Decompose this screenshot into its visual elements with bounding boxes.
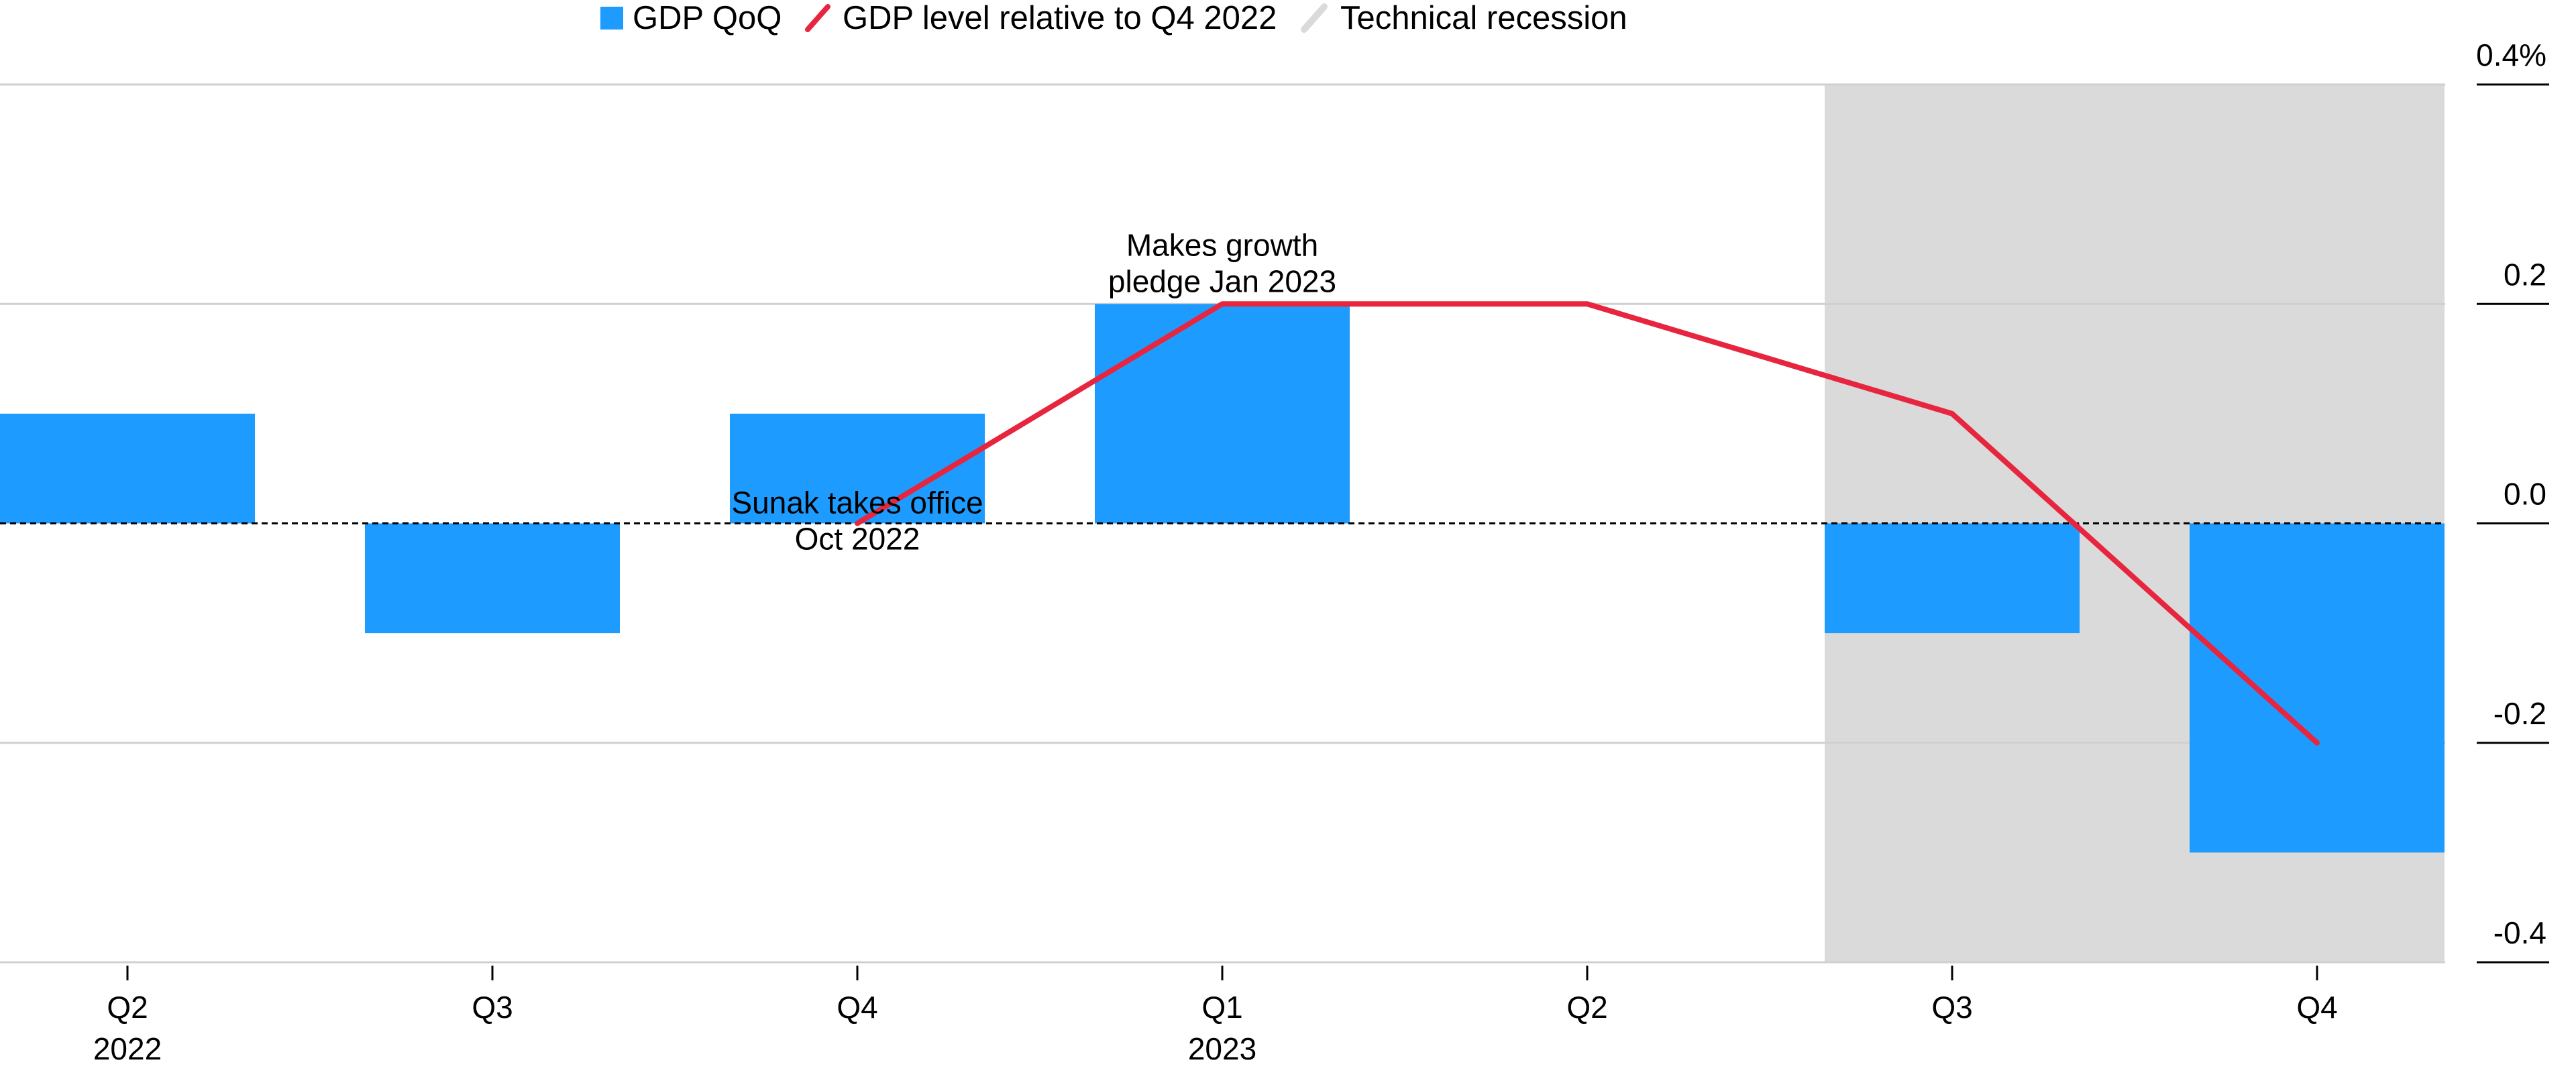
y-tick-label: 0.2 [2504, 257, 2546, 292]
x-tick-label: Q4 [2296, 990, 2337, 1025]
y-tick-label: -0.4 [2493, 915, 2546, 950]
gdp-qoq-bar [1825, 523, 2080, 634]
legend-swatch-square [600, 7, 623, 30]
gdp-qoq-bar [1095, 304, 1350, 524]
x-tick-label: Q2 [1566, 990, 1607, 1025]
x-tick-label: Q4 [837, 990, 877, 1025]
x-year-label: 2022 [93, 1031, 162, 1066]
gdp-qoq-bar [0, 413, 255, 524]
x-year-label: 2023 [1188, 1031, 1256, 1066]
x-tick-label: Q3 [1931, 990, 1972, 1025]
legend-swatch-band [1301, 3, 1328, 33]
y-tick-label: 0.4% [2476, 38, 2546, 72]
x-tick-label: Q2 [107, 990, 148, 1025]
y-axis: 0.4% 0.2 0.0 -0.2 -0.4 [2476, 38, 2549, 964]
legend-label: Technical recession [1340, 0, 1627, 36]
y-tick-label: -0.2 [2493, 696, 2546, 731]
legend-label: GDP QoQ [633, 0, 782, 36]
gdp-qoq-bar [2190, 523, 2445, 853]
annotation-text: Oct 2022 [795, 522, 920, 557]
gdp-level-line [855, 301, 2320, 746]
annotation-text: Sunak takes office [731, 485, 983, 520]
annotation-text: Makes growth [1126, 227, 1318, 262]
annotation-text: pledge Jan 2023 [1108, 264, 1336, 298]
legend-label: GDP level relative to Q4 2022 [843, 0, 1277, 36]
x-axis: Q2 2022 Q3 Q4 Q1 2023 Q2 Q3 Q4 [93, 966, 2338, 1066]
line-series [855, 301, 2320, 746]
gdp-qoq-bar [365, 523, 620, 634]
x-tick-label: Q1 [1201, 990, 1242, 1025]
gdp-qoq-bar [730, 413, 985, 524]
y-tick-label: 0.0 [2504, 477, 2546, 512]
bar-series [0, 304, 2445, 853]
legend: GDP QoQ GDP level relative to Q4 2022 Tech… [600, 0, 1627, 36]
x-tick-label: Q3 [472, 990, 513, 1025]
legend-swatch-line [805, 4, 830, 32]
